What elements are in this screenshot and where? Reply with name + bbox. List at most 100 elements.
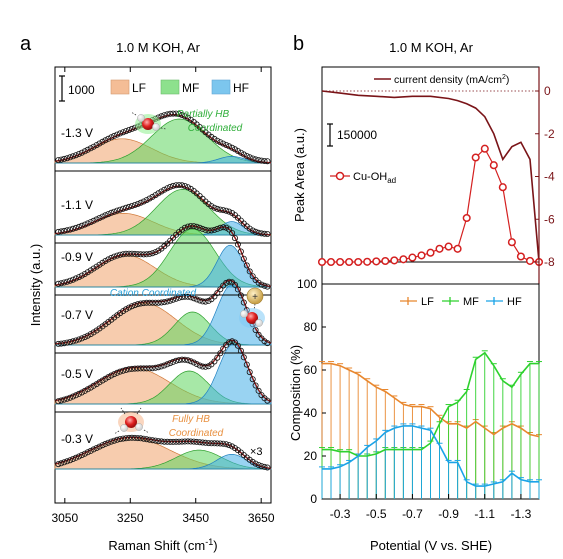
legend-current: current density (mA/cm2) [394, 74, 509, 86]
raw-point [211, 135, 218, 142]
raw-point [87, 447, 94, 454]
raw-point [149, 437, 156, 444]
raw-point [208, 227, 215, 234]
ytick-label: 40 [304, 406, 318, 420]
raw-point [181, 182, 188, 189]
raw-point [105, 135, 112, 142]
raw-point [178, 182, 185, 189]
raw-point [258, 157, 265, 164]
raw-point [123, 366, 130, 373]
raw-point [70, 455, 77, 462]
raw-point [146, 195, 153, 202]
raw-point [220, 224, 227, 231]
ytick-label: 100 [297, 277, 317, 291]
raw-point [164, 438, 171, 445]
raw-point [55, 228, 62, 235]
raw-point [211, 293, 218, 300]
raw-point [264, 283, 271, 290]
raw-point [255, 387, 262, 394]
cu-oh-point [516, 252, 525, 261]
raw-point [264, 397, 271, 404]
raw-point [264, 464, 271, 471]
cu-oh-point [435, 244, 444, 253]
xtick-label: 3650 [248, 511, 275, 525]
raw-point [64, 458, 71, 465]
legend-label-hf: HF [233, 81, 249, 95]
raw-point [234, 342, 241, 349]
raw-point [140, 251, 147, 258]
raw-point [252, 228, 259, 235]
raw-point [134, 200, 141, 207]
raw-point [64, 339, 71, 346]
raw-point [214, 440, 221, 447]
raw-point [202, 363, 209, 370]
raw-point [211, 226, 218, 233]
raw-point [81, 450, 88, 457]
raw-point [117, 130, 124, 137]
raw-point [75, 150, 82, 157]
raw-point [99, 442, 106, 449]
y2tick-label: 0 [544, 84, 551, 98]
raw-point [249, 458, 256, 465]
raw-point [164, 298, 171, 305]
raw-point [134, 435, 141, 442]
raw-point [128, 250, 135, 257]
raw-point [131, 201, 138, 208]
raw-point [240, 354, 247, 361]
raw-point [90, 446, 97, 453]
raw-point [126, 250, 133, 257]
xtick-b-label: -0.3 [330, 507, 351, 521]
raw-point [261, 230, 268, 237]
raw-point [84, 146, 91, 153]
spectrum-4: -0.5 V [54, 338, 272, 405]
ytick-label: 20 [304, 449, 318, 463]
raw-point [61, 155, 68, 162]
raw-point [108, 254, 115, 261]
raw-point [126, 304, 133, 311]
raw-point [134, 251, 141, 258]
cu-oh-point [326, 257, 336, 267]
raw-point [249, 227, 256, 234]
legend-b-lf: LF [421, 296, 434, 308]
raw-point [75, 390, 82, 397]
raw-point [178, 112, 185, 119]
spectrum-5: -0.3 V [54, 432, 272, 471]
raw-point [72, 392, 79, 399]
raw-point [108, 372, 115, 379]
raw-point [193, 223, 200, 230]
panel-a-ylabel: Intensity (a.u.) [28, 244, 43, 326]
raw-point [84, 332, 91, 339]
raw-point [84, 269, 91, 276]
raw-point [99, 213, 106, 220]
raw-point [152, 437, 159, 444]
raw-point [264, 230, 271, 237]
raw-point [87, 219, 94, 226]
raw-point [170, 110, 177, 117]
raw-point [64, 227, 71, 234]
spectrum-label-3: -0.7 V [61, 308, 93, 322]
raw-point [99, 377, 106, 384]
raw-point [78, 222, 85, 229]
raw-point [173, 357, 180, 364]
raw-point [184, 438, 191, 445]
raw-point [123, 435, 130, 442]
ytick-label: 0 [310, 492, 317, 506]
raw-point [258, 230, 265, 237]
legend-label-lf: LF [132, 81, 146, 95]
raw-point [72, 454, 79, 461]
raw-point [134, 301, 141, 308]
raw-point [146, 436, 153, 443]
raw-point [81, 270, 88, 277]
raw-point [217, 224, 224, 231]
band-hf-2 [55, 244, 272, 288]
xtick-b-label: -1.3 [511, 507, 532, 521]
raw-point [258, 463, 265, 470]
raw-point [146, 299, 153, 306]
raw-point [261, 463, 268, 470]
raw-point [155, 364, 162, 371]
legend-swatch-lf [110, 79, 130, 95]
raw-point [70, 153, 77, 160]
ytick-label: 80 [304, 320, 318, 334]
raw-point [161, 112, 168, 119]
cu-oh-point [471, 153, 480, 162]
